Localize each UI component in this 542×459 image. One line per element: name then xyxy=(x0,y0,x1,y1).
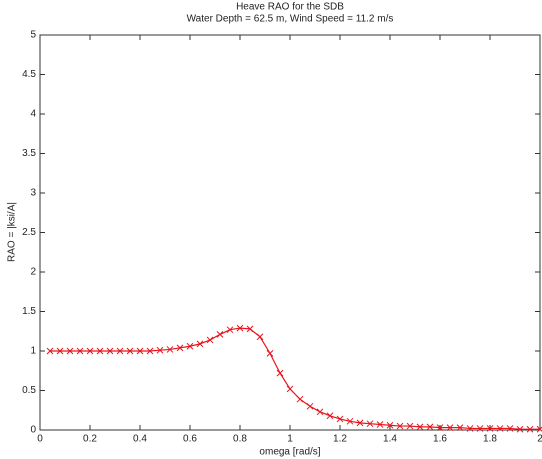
data-marker xyxy=(76,347,84,355)
data-marker xyxy=(486,425,494,432)
plot-frame xyxy=(39,34,541,431)
data-marker xyxy=(126,347,134,355)
data-marker xyxy=(176,344,184,352)
data-marker xyxy=(206,336,214,344)
x-tick-label: 1.6 xyxy=(433,434,447,445)
y-tick-label: 1 xyxy=(30,346,36,357)
data-marker xyxy=(146,347,154,355)
y-tick-label: 2 xyxy=(30,267,36,278)
data-marker xyxy=(256,333,264,341)
data-marker xyxy=(116,347,124,355)
x-tick-label: 2 xyxy=(537,434,542,445)
x-tick-label: 1 xyxy=(287,434,293,445)
y-tick-label: 3 xyxy=(30,188,36,199)
data-marker xyxy=(66,347,74,355)
data-marker xyxy=(406,422,414,430)
data-marker xyxy=(446,424,454,431)
data-marker xyxy=(496,425,504,432)
data-marker xyxy=(136,347,144,355)
data-marker xyxy=(46,347,54,355)
data-marker xyxy=(506,425,514,432)
data-marker xyxy=(326,412,334,420)
data-marker xyxy=(456,424,464,431)
data-marker xyxy=(386,421,394,429)
y-tick-label: 2.5 xyxy=(22,227,36,238)
data-marker xyxy=(276,369,284,377)
chart-title: Heave RAO for the SDB xyxy=(236,2,344,13)
data-marker xyxy=(376,421,384,428)
x-tick-label: 1.8 xyxy=(483,434,497,445)
data-marker xyxy=(246,325,254,333)
data-marker xyxy=(306,402,314,410)
data-marker xyxy=(366,420,374,428)
y-tick-label: 3.5 xyxy=(22,148,36,159)
y-tick-label: 0 xyxy=(30,425,36,436)
data-marker xyxy=(466,425,474,432)
data-marker xyxy=(536,425,542,433)
x-tick-label: 1.2 xyxy=(333,434,347,445)
data-marker xyxy=(286,385,294,393)
data-marker xyxy=(416,423,424,431)
data-marker xyxy=(356,419,364,427)
y-tick-label: 1.5 xyxy=(22,306,36,317)
data-marker xyxy=(96,347,104,355)
data-marker xyxy=(346,417,354,425)
data-marker xyxy=(186,342,194,350)
x-tick-label: 0.2 xyxy=(83,434,97,445)
x-tick-label: 0 xyxy=(37,434,43,445)
x-tick-label: 0.6 xyxy=(183,434,197,445)
data-marker xyxy=(236,324,244,332)
data-marker xyxy=(56,347,64,355)
data-marker xyxy=(436,424,444,431)
data-marker xyxy=(296,395,304,403)
data-marker xyxy=(216,331,224,338)
y-tick-label: 4.5 xyxy=(22,69,36,80)
data-marker xyxy=(166,346,174,353)
x-tick-label: 0.8 xyxy=(233,434,247,445)
data-marker xyxy=(336,415,344,423)
y-axis-label: RAO = |ksi/A| xyxy=(7,202,18,262)
data-marker xyxy=(226,326,234,334)
data-marker xyxy=(266,350,274,357)
data-marker xyxy=(426,423,434,431)
data-marker xyxy=(396,422,404,430)
x-axis-label: omega [rad/s] xyxy=(259,447,320,458)
data-marker xyxy=(316,408,324,416)
y-tick-label: 4 xyxy=(30,109,36,120)
data-marker xyxy=(196,340,204,348)
data-marker xyxy=(526,425,534,433)
x-tick-label: 1.4 xyxy=(383,434,397,445)
x-tick-label: 0.4 xyxy=(133,434,147,445)
data-marker xyxy=(476,425,484,432)
chart-subtitle: Water Depth = 62.5 m, Wind Speed = 11.2 … xyxy=(187,14,394,25)
data-marker xyxy=(106,347,114,355)
data-marker xyxy=(516,425,524,433)
y-tick-label: 0.5 xyxy=(22,385,36,396)
y-tick-label: 5 xyxy=(30,30,36,41)
data-marker xyxy=(156,346,164,354)
data-marker xyxy=(86,347,94,355)
data-line xyxy=(50,327,540,430)
